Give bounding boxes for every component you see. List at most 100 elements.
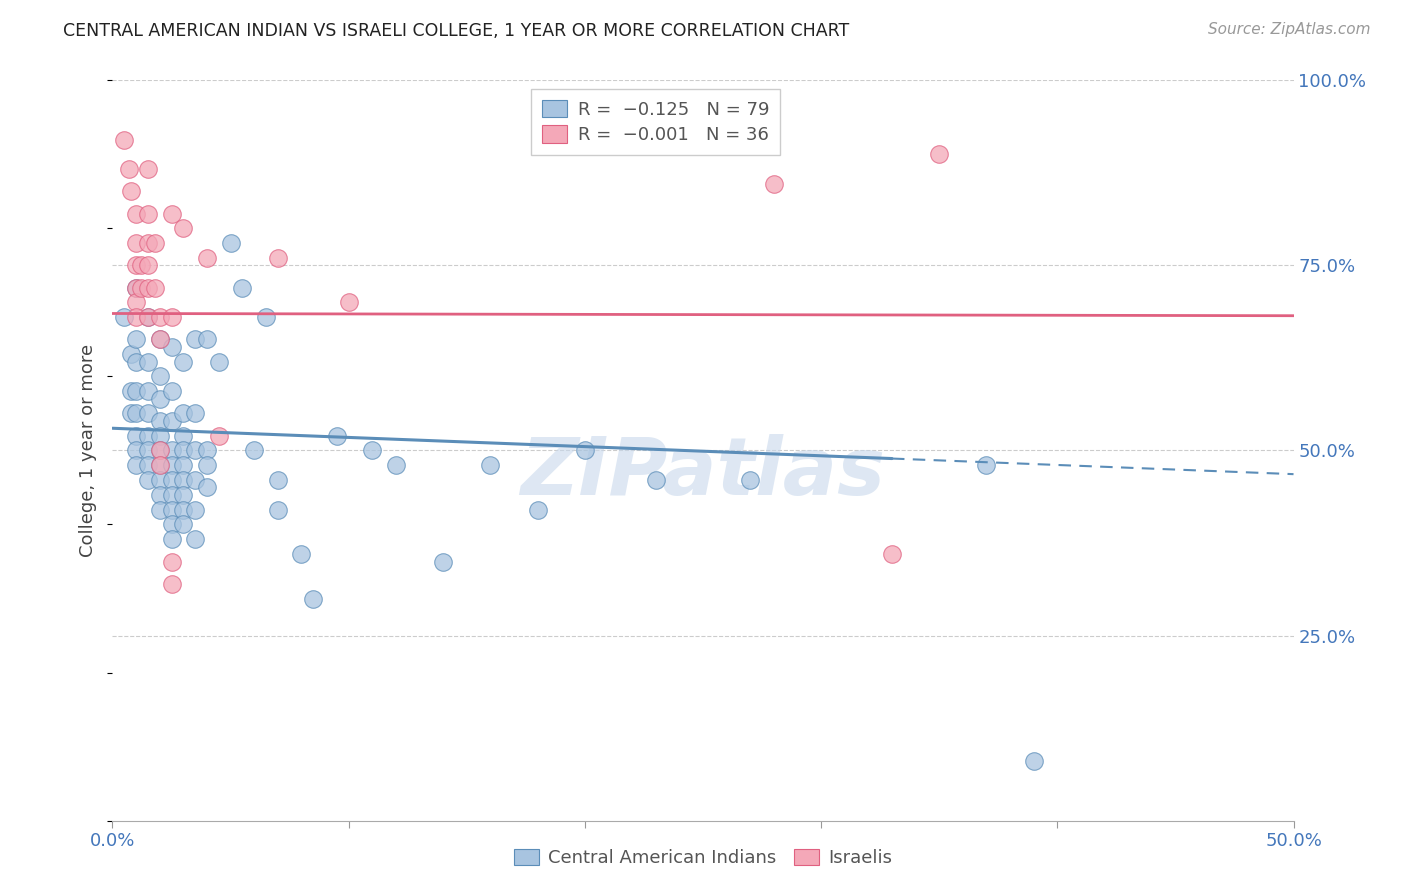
Point xyxy=(112,310,135,325)
Point xyxy=(208,354,231,368)
Text: CENTRAL AMERICAN INDIAN VS ISRAELI COLLEGE, 1 YEAR OR MORE CORRELATION CHART: CENTRAL AMERICAN INDIAN VS ISRAELI COLLE… xyxy=(63,22,849,40)
Point xyxy=(125,236,148,251)
Point xyxy=(762,177,785,191)
Point xyxy=(120,184,142,198)
Point xyxy=(136,428,159,442)
Point xyxy=(136,354,159,368)
Legend: Central American Indians, Israelis: Central American Indians, Israelis xyxy=(506,841,900,874)
Point xyxy=(118,162,141,177)
Point xyxy=(195,480,218,494)
Point xyxy=(184,407,207,421)
Point xyxy=(928,147,950,161)
Point xyxy=(149,392,172,406)
Legend: R =  −0.125   N = 79, R =  −0.001   N = 36: R = −0.125 N = 79, R = −0.001 N = 36 xyxy=(531,89,780,155)
Point xyxy=(149,443,172,458)
Point xyxy=(740,473,762,487)
Point xyxy=(160,473,183,487)
Point xyxy=(136,384,159,399)
Point xyxy=(302,591,325,606)
Point xyxy=(184,533,207,547)
Point xyxy=(160,533,183,547)
Point xyxy=(184,502,207,516)
Point xyxy=(136,458,159,473)
Point xyxy=(149,473,172,487)
Y-axis label: College, 1 year or more: College, 1 year or more xyxy=(79,344,97,557)
Point xyxy=(136,236,159,251)
Point xyxy=(136,310,159,325)
Point xyxy=(337,295,360,310)
Point xyxy=(195,458,218,473)
Point xyxy=(125,407,148,421)
Point xyxy=(526,502,548,516)
Point xyxy=(136,162,159,177)
Point xyxy=(267,473,290,487)
Point xyxy=(149,369,172,384)
Point xyxy=(136,443,159,458)
Point xyxy=(112,132,135,146)
Point xyxy=(231,280,253,294)
Point xyxy=(149,443,172,458)
Point xyxy=(125,428,148,442)
Point xyxy=(195,443,218,458)
Point xyxy=(326,428,349,442)
Point xyxy=(172,221,194,235)
Point xyxy=(149,502,172,516)
Point xyxy=(125,332,148,346)
Point xyxy=(120,384,142,399)
Point xyxy=(172,458,194,473)
Text: Source: ZipAtlas.com: Source: ZipAtlas.com xyxy=(1208,22,1371,37)
Point xyxy=(160,206,183,220)
Point xyxy=(243,443,266,458)
Point xyxy=(160,443,183,458)
Point xyxy=(976,458,998,473)
Point xyxy=(125,206,148,220)
Point xyxy=(160,576,183,591)
Point xyxy=(149,310,172,325)
Point xyxy=(136,407,159,421)
Point xyxy=(125,384,148,399)
Point xyxy=(160,384,183,399)
Point xyxy=(149,488,172,502)
Point xyxy=(385,458,408,473)
Point xyxy=(149,332,172,346)
Point xyxy=(160,310,183,325)
Point xyxy=(432,555,454,569)
Point xyxy=(160,502,183,516)
Point xyxy=(149,458,172,473)
Point xyxy=(160,458,183,473)
Point xyxy=(172,517,194,532)
Point xyxy=(125,280,148,294)
Point xyxy=(136,280,159,294)
Point xyxy=(136,206,159,220)
Point xyxy=(160,555,183,569)
Point xyxy=(172,488,194,502)
Point xyxy=(172,443,194,458)
Point xyxy=(880,547,903,561)
Point xyxy=(136,259,159,273)
Point xyxy=(195,251,218,265)
Point xyxy=(149,428,172,442)
Point xyxy=(184,443,207,458)
Point xyxy=(160,340,183,354)
Point xyxy=(125,280,148,294)
Point xyxy=(184,332,207,346)
Point xyxy=(172,354,194,368)
Point xyxy=(172,502,194,516)
Point xyxy=(361,443,384,458)
Text: ZIPatlas: ZIPatlas xyxy=(520,434,886,512)
Point xyxy=(125,295,148,310)
Point xyxy=(143,236,166,251)
Point xyxy=(644,473,666,487)
Point xyxy=(125,310,148,325)
Point xyxy=(136,310,159,325)
Point xyxy=(254,310,277,325)
Point xyxy=(160,517,183,532)
Point xyxy=(267,502,290,516)
Point xyxy=(184,473,207,487)
Point xyxy=(172,428,194,442)
Point xyxy=(219,236,242,251)
Point xyxy=(267,251,290,265)
Point xyxy=(136,473,159,487)
Point xyxy=(149,332,172,346)
Point xyxy=(1022,755,1045,769)
